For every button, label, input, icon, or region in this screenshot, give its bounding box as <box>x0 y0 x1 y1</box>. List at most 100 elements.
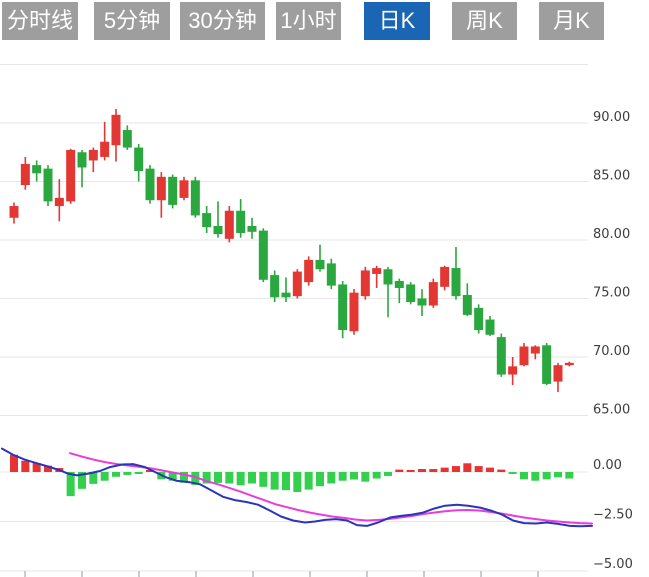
candle-up <box>440 266 450 287</box>
macd-bar-down <box>225 472 234 484</box>
candle-wick <box>387 266 389 318</box>
candle-down <box>43 168 53 202</box>
macd-bar-down <box>66 472 75 497</box>
macd-bar-down <box>508 472 517 474</box>
macd-bar-up <box>145 470 154 472</box>
macd-bar-up <box>32 463 41 472</box>
tab-1hour-label: 1小时 <box>280 8 337 33</box>
indicator-axis-label: −5.00 <box>593 557 633 572</box>
candle-down <box>202 213 212 228</box>
candle-up <box>20 163 30 186</box>
macd-bar-down <box>338 472 347 481</box>
price-axis-label: 75.00 <box>593 286 630 301</box>
macd-bar-up <box>406 470 415 472</box>
price-axis-label: 65.00 <box>593 403 630 418</box>
candle-down <box>485 319 495 335</box>
candle-up <box>360 270 370 297</box>
candle-down <box>406 284 416 303</box>
macd-bar-down <box>281 472 290 491</box>
candle-down <box>145 168 155 201</box>
macd-bar-down <box>191 472 200 485</box>
macd-bar-up <box>463 463 472 472</box>
macd-bar-down <box>542 472 551 480</box>
macd-bar-down <box>179 472 188 483</box>
candle-up <box>54 197 64 207</box>
candle-up <box>156 176 166 201</box>
candle-down <box>32 165 42 174</box>
macd-bar-down <box>383 472 392 476</box>
candle-down <box>77 152 87 168</box>
macd-bar-up <box>429 469 438 472</box>
tab-timeline[interactable]: 分时线 <box>2 2 78 40</box>
candle-down <box>315 259 325 270</box>
tab-daily-k[interactable]: 日K <box>364 2 430 40</box>
tab-monthly-k-label: 月K <box>553 8 590 33</box>
macd-bar-up <box>497 469 506 472</box>
macd-bar-down <box>519 472 528 480</box>
candle-up <box>508 366 518 375</box>
candle-down <box>338 284 348 331</box>
macd-bar-down <box>77 472 86 489</box>
candle-up <box>530 346 540 354</box>
candle-up <box>179 180 189 198</box>
candle-down <box>451 268 461 297</box>
macd-bar-down <box>293 472 302 492</box>
tab-30min-label: 30分钟 <box>188 8 257 33</box>
candle-down <box>258 230 268 280</box>
candle-wick <box>103 121 106 161</box>
tab-weekly-k[interactable]: 周K <box>452 2 517 40</box>
macd-bar-down <box>565 472 574 479</box>
tab-30min[interactable]: 30分钟 <box>180 2 265 40</box>
macd-bar-down <box>553 472 562 478</box>
macd-bar-up <box>485 467 494 472</box>
tab-5min[interactable]: 5分钟 <box>94 2 170 40</box>
macd-bar-down <box>349 472 358 480</box>
candle-down <box>236 210 246 233</box>
macd-bar-up <box>43 465 52 472</box>
candle-wick <box>398 278 401 304</box>
candle-up <box>100 141 110 157</box>
candle-down <box>122 130 132 148</box>
tab-5min-label: 5分钟 <box>103 8 161 33</box>
candle-down <box>168 176 178 205</box>
candle-wick <box>285 277 287 303</box>
candle-down <box>270 275 280 298</box>
price-axis-label: 70.00 <box>593 344 630 359</box>
candle-down <box>542 345 552 384</box>
tab-1hour[interactable]: 1小时 <box>276 2 341 40</box>
macd-bar-down <box>202 472 211 484</box>
candle-down <box>326 263 336 286</box>
candle-up <box>9 206 19 218</box>
tab-weekly-k-label: 周K <box>466 8 503 33</box>
macd-bar-up <box>21 460 30 472</box>
candle-up <box>292 271 302 297</box>
macd-bar-down <box>361 472 370 482</box>
candle-up <box>372 268 382 274</box>
macd-bar-down <box>213 472 222 483</box>
candle-down <box>134 147 144 171</box>
candle-down <box>247 225 257 232</box>
price-axis-label: 85.00 <box>593 169 630 184</box>
tab-timeline-label: 分时线 <box>6 8 73 33</box>
macd-bar-down <box>270 472 279 490</box>
macd-bar-up <box>417 469 426 472</box>
macd-bar-down <box>111 472 120 477</box>
macd-bar-down <box>259 472 268 487</box>
candle-down <box>474 307 484 331</box>
tab-monthly-k[interactable]: 月K <box>539 2 604 40</box>
candle-up <box>224 210 234 239</box>
indicator-axis-label: −2.50 <box>593 508 633 523</box>
tab-daily-k-label: 日K <box>378 8 416 33</box>
macd-bar-down <box>531 472 540 481</box>
candle-up <box>519 346 529 366</box>
macd-bar-down <box>134 472 143 474</box>
candle-down <box>383 269 393 285</box>
macd-bar-up <box>10 454 18 472</box>
candle-up <box>66 149 76 202</box>
candle-up <box>349 292 359 332</box>
price-axis-label: 90.00 <box>593 110 630 125</box>
macd-bar-down <box>304 472 313 490</box>
